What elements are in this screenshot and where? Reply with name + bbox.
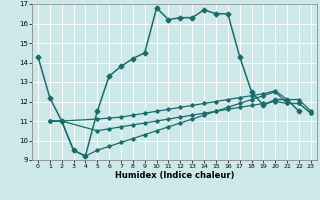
X-axis label: Humidex (Indice chaleur): Humidex (Indice chaleur) — [115, 171, 234, 180]
